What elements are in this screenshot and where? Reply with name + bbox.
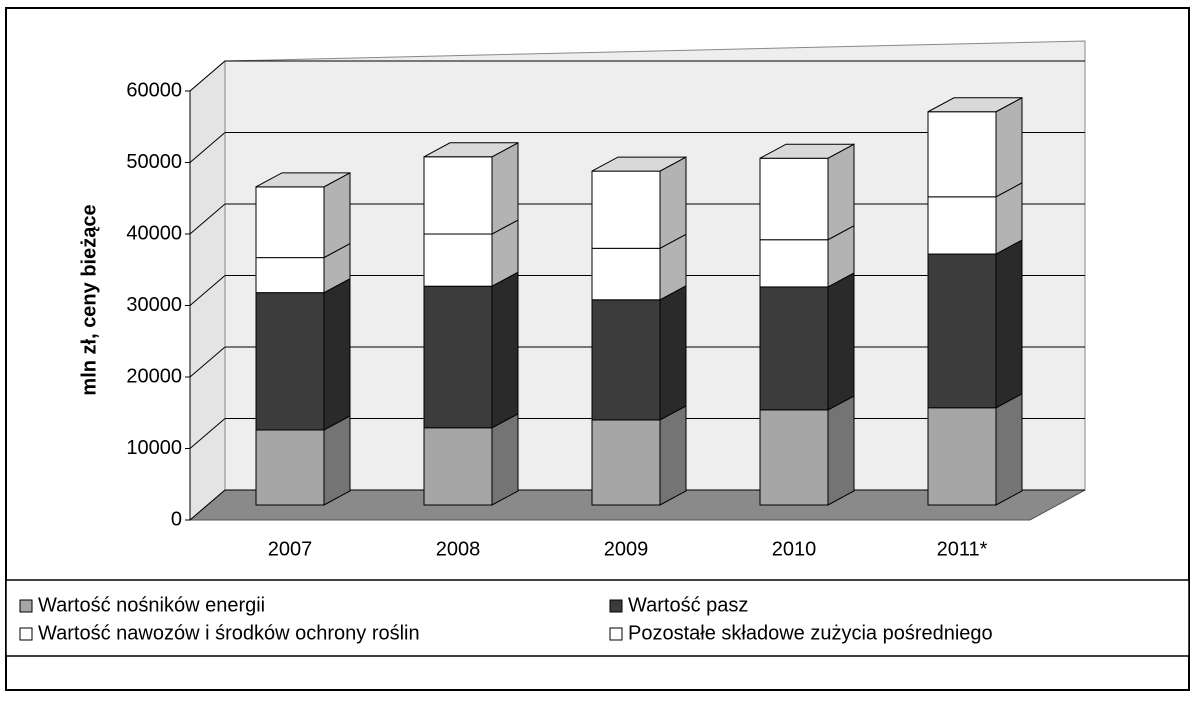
bar-side [491,412,519,506]
x-tick-label: 2010 [772,538,817,560]
bar-top [927,97,1023,113]
grid-line [189,132,226,163]
bar-segment [591,170,661,249]
legend-swatch [609,599,623,613]
bar-segment [759,239,829,288]
bar-top [255,172,351,188]
bar-segment [255,257,325,294]
bar-side [659,284,687,421]
bar-segment [591,419,661,506]
legend-label: Wartość pasz [628,594,748,616]
bar-segment [927,407,997,506]
legend-swatch [19,627,33,641]
bar-segment [423,285,493,429]
x-tick-label: 2008 [436,538,481,560]
bar-top [423,142,519,158]
bar-segment [423,156,493,235]
bar-segment [255,292,325,431]
legend-label: Wartość nawozów i środków ochrony roślin [38,622,420,644]
bar-side [995,239,1023,409]
bar-segment [423,427,493,506]
grid-line [189,60,226,92]
bar-segment [591,299,661,421]
bar-segment [591,247,661,301]
legend-swatch [19,599,33,613]
legend-swatch [609,627,623,641]
grid-line [189,489,226,521]
x-tick-label: 2009 [604,538,649,560]
y-tick-label: 20000 [126,365,182,387]
grid-line [189,418,226,449]
y-tick-label: 0 [171,508,182,530]
y-tick-label: 10000 [126,437,182,459]
grid-line [189,346,226,378]
bar-segment [927,111,997,198]
bar-top [591,156,687,172]
bar-segment [423,233,493,287]
bar-side [995,392,1023,506]
bar-segment [927,196,997,255]
bar-side [827,143,855,241]
bar-side [827,272,855,411]
bar-side [827,395,855,506]
legend-label: Wartość nośników energii [38,594,265,616]
x-tick-label: 2011* [937,538,988,560]
bar-side [491,141,519,235]
bar-segment [759,286,829,411]
bar-segment [759,157,829,241]
bar-segment [255,186,325,259]
bar-side [323,415,351,506]
bar-side [659,156,687,250]
bar-side [491,271,519,429]
y-tick-label: 40000 [126,222,182,244]
bar-side [995,96,1023,198]
bar-segment [759,409,829,506]
bar-segment [255,429,325,506]
y-tick-label: 30000 [126,294,182,316]
legend-box [5,579,1190,657]
y-axis-label: mln zł, ceny bieżące [78,204,100,395]
y-tick-label: 60000 [126,79,182,101]
legend-label: Pozostałe składowe zużycia pośredniego [628,622,993,644]
bar-side [659,405,687,506]
x-tick-label: 2007 [268,538,313,560]
bar-top [759,143,855,159]
grid-line [189,275,226,306]
y-tick-label: 50000 [126,151,182,173]
bar-segment [927,253,997,409]
bar-side [323,171,351,259]
bar-side [323,277,351,431]
grid-line [189,203,226,235]
